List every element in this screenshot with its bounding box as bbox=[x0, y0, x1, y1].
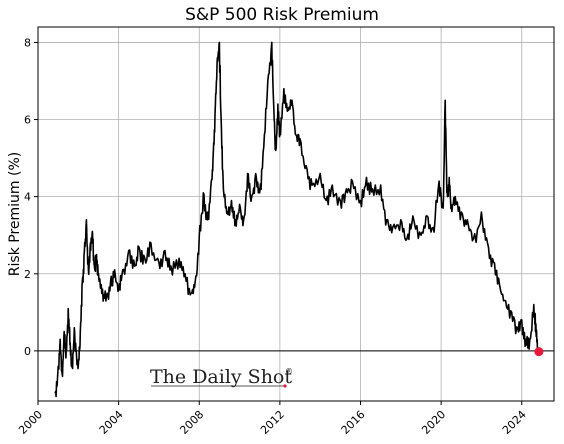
y-tick-label: 0 bbox=[24, 345, 31, 358]
y-tick-label: 8 bbox=[24, 36, 31, 49]
plot-frame bbox=[37, 26, 555, 402]
series-line-risk-premium bbox=[54, 41, 539, 398]
x-tick-label: 2024 bbox=[500, 408, 529, 437]
y-ticks: 0 2 4 6 8 bbox=[24, 36, 38, 358]
grid bbox=[37, 27, 554, 401]
x-tick-label: 2000 bbox=[16, 408, 45, 437]
y-tick-label: 2 bbox=[24, 268, 31, 281]
x-tick-label: 2020 bbox=[419, 408, 448, 437]
y-tick-label: 6 bbox=[24, 114, 31, 127]
watermark-registered-mark: ® bbox=[285, 367, 293, 376]
y-tick-label: 4 bbox=[24, 191, 31, 204]
x-tick-label: 2004 bbox=[97, 408, 126, 437]
chart-title: S&P 500 Risk Premium bbox=[185, 5, 379, 25]
x-tick-label: 2016 bbox=[339, 408, 368, 437]
watermark-text: The Daily Shot bbox=[150, 366, 292, 388]
x-ticks: 2000 2004 2008 2012 2016 2020 2024 bbox=[16, 401, 529, 437]
watermark-dot bbox=[283, 384, 287, 388]
x-tick-label: 2008 bbox=[177, 408, 206, 437]
x-tick-label: 2012 bbox=[258, 408, 287, 437]
last-value-marker bbox=[534, 347, 544, 357]
y-axis-label: Risk Premium (%) bbox=[7, 152, 23, 276]
watermark-logo: The Daily Shot ® bbox=[150, 366, 293, 388]
